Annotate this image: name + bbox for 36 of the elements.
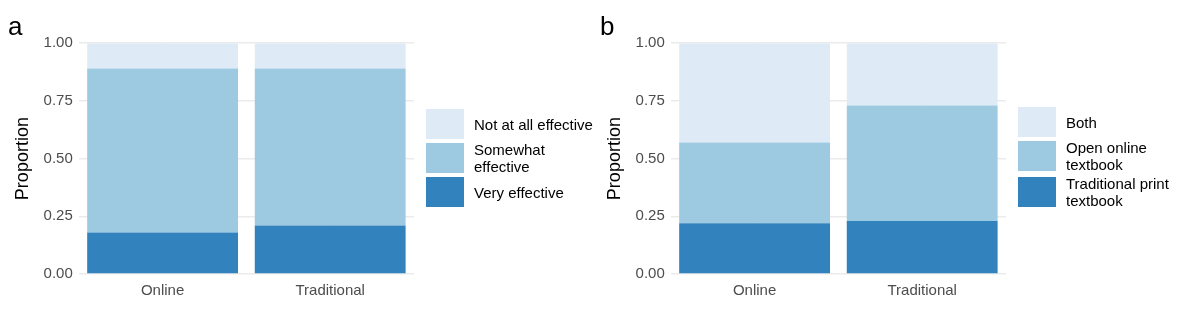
bar <box>87 68 239 233</box>
x-tick-label: Traditional <box>887 281 957 299</box>
x-tick-label: Online <box>732 281 777 299</box>
bar <box>679 223 831 274</box>
bar <box>846 220 998 274</box>
y-tick-label: 0.75 <box>635 91 665 109</box>
legend-label: Very effective <box>474 183 564 201</box>
bar <box>87 43 239 69</box>
bar <box>254 225 406 274</box>
bar <box>679 142 831 224</box>
bar <box>679 43 831 143</box>
chart-title: a <box>8 10 23 41</box>
y-tick-label: 0.25 <box>43 206 73 224</box>
y-tick-label: 1.00 <box>43 33 73 51</box>
y-axis-title: Proportion <box>11 117 32 201</box>
chart-title: b <box>600 10 615 41</box>
legend-label: Not at all effective <box>474 115 593 133</box>
x-tick-label: Online <box>140 281 185 299</box>
y-tick-label: 0.00 <box>635 264 665 282</box>
y-tick-label: 0.50 <box>635 148 665 166</box>
y-tick-label: 0.50 <box>43 148 73 166</box>
y-tick-label: 0.75 <box>43 91 73 109</box>
bar <box>87 232 239 274</box>
bar <box>846 43 998 106</box>
y-tick-label: 1.00 <box>635 33 665 51</box>
bar <box>846 105 998 221</box>
y-tick-label: 0.25 <box>635 206 665 224</box>
legend-label: Traditional print textbook <box>1066 175 1170 209</box>
bar <box>254 68 406 226</box>
y-tick-label: 0.00 <box>43 264 73 282</box>
legend-label: Somewhat effective <box>474 141 546 175</box>
x-tick-label: Traditional <box>295 281 365 299</box>
legend-label: Both <box>1066 113 1097 131</box>
y-axis-title: Proportion <box>603 117 624 201</box>
bar <box>254 43 406 69</box>
legend-label: Open online textbook <box>1066 139 1148 173</box>
